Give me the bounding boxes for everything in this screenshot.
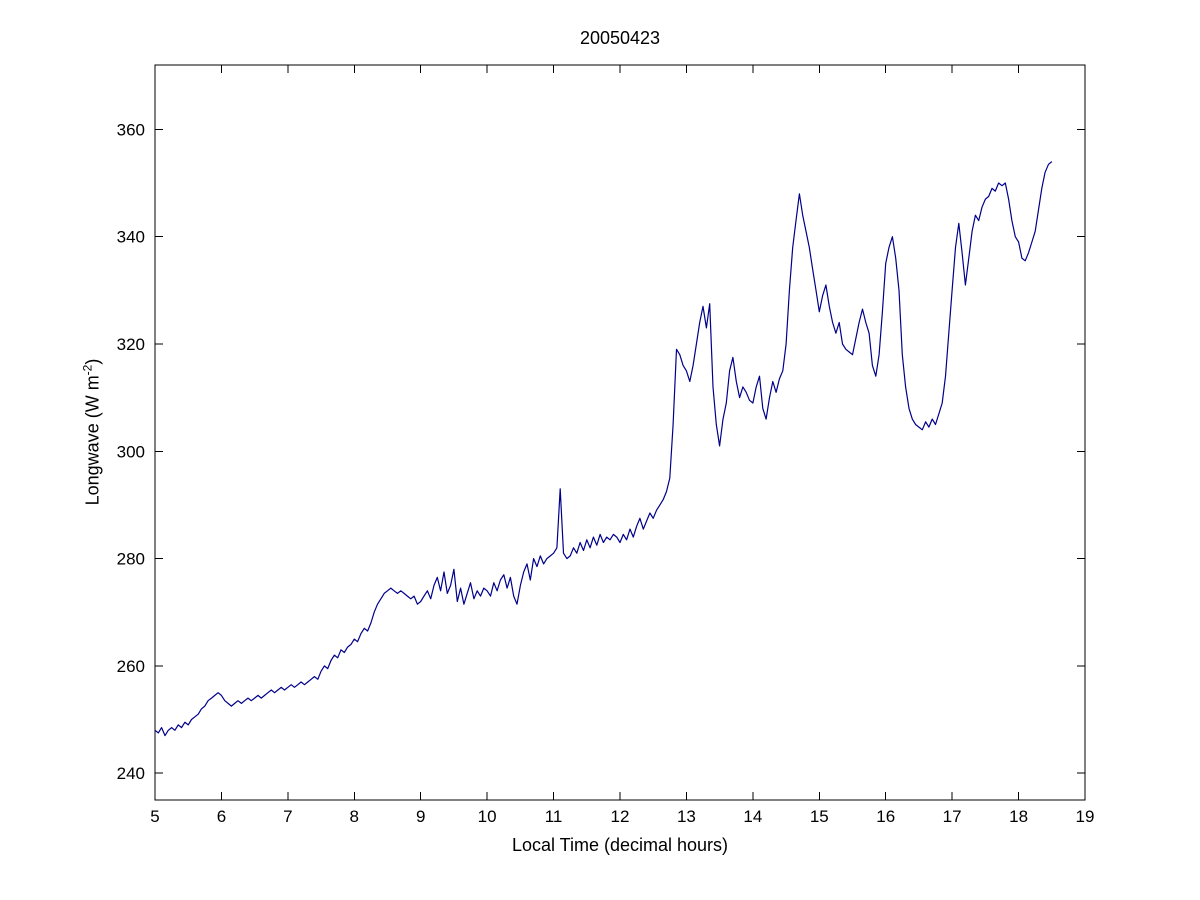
x-tick-label: 17	[943, 807, 962, 826]
x-tick-label: 19	[1076, 807, 1095, 826]
y-axis-label-text: Longwave (W m	[82, 375, 103, 506]
x-tick-label: 5	[150, 807, 159, 826]
y-tick-label: 260	[117, 657, 145, 676]
plot-line	[154, 161, 1053, 737]
x-tick-label: 9	[416, 807, 425, 826]
x-tick-label: 11	[545, 807, 563, 826]
y-axis-label-suffix: )	[82, 358, 103, 365]
x-tick-label: 16	[876, 807, 895, 826]
x-tick-label: 7	[283, 807, 292, 826]
y-tick-label: 280	[117, 550, 145, 569]
y-tick-label: 300	[117, 442, 145, 461]
x-tick-label: 15	[810, 807, 829, 826]
y-tick-label: 360	[117, 120, 145, 139]
x-tick-label: 6	[217, 807, 226, 826]
x-tick-label: 10	[478, 807, 497, 826]
axes-box	[154, 64, 1086, 801]
y-tick-label: 340	[117, 228, 145, 247]
x-tick-label: 8	[350, 807, 359, 826]
x-tick-label: 13	[677, 807, 696, 826]
x-tick-label: 18	[1009, 807, 1028, 826]
chart-title: 20050423	[579, 28, 661, 48]
x-tick-label: 14	[743, 807, 762, 826]
x-axis-label: Local Time (decimal hours)	[511, 835, 729, 855]
y-tick-label: 240	[117, 764, 145, 783]
y-axis-label: Longwave (W m-2)	[81, 359, 104, 506]
y-tick-label: 320	[117, 335, 145, 354]
y-axis-label-superscript: -2	[80, 364, 95, 376]
x-tick-label: 12	[611, 807, 630, 826]
